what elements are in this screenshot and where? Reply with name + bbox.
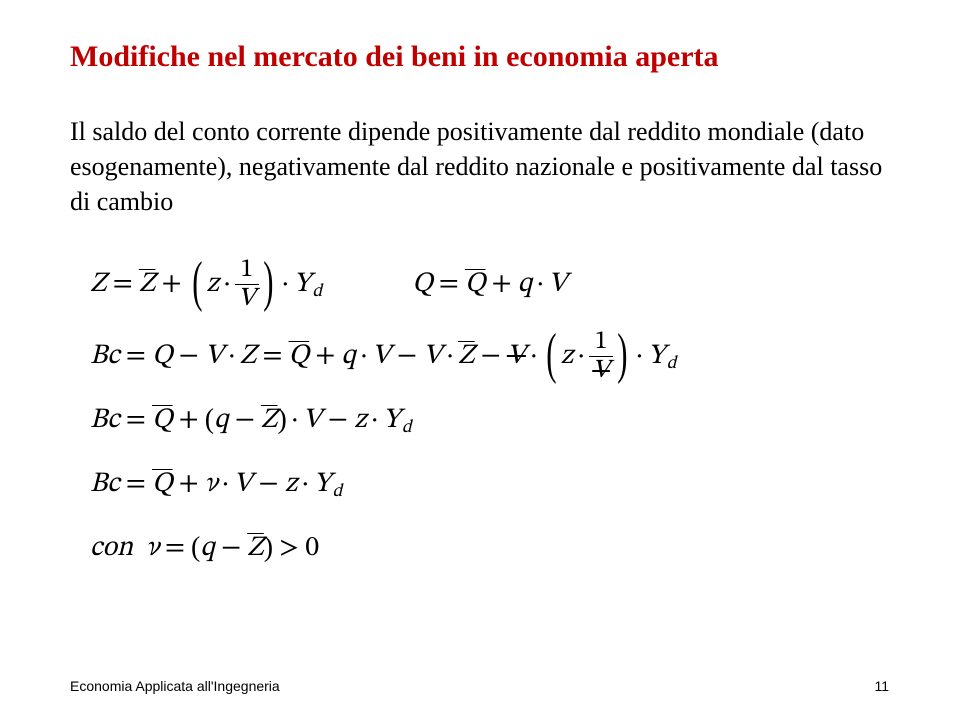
eq-Q: Q = Q + q · V [412, 255, 567, 313]
eq-Bc-simplified: Bc = Q + (q − Z) · V − z · Yd [90, 391, 889, 449]
math-block: Z = Z + ( z · 1 V ) · Yd Q = Q + q · V B… [90, 255, 889, 577]
math-row-1: Z = Z + ( z · 1 V ) · Yd Q = Q + q · V [90, 255, 889, 313]
eq-Bc-expanded: Bc = Q − V · Z = Q + q · V − V · Z − V ·… [90, 327, 889, 385]
footer-text: Economia Applicata all'Ingegneria [70, 678, 280, 694]
eq-Bc-nu: Bc = Q + ν · V − z · Yd [90, 455, 889, 513]
paragraph: Il saldo del conto corrente dipende posi… [70, 114, 889, 219]
eq-nu-def: con ν = (q − Z) > 0 [90, 519, 889, 577]
slide-title: Modifiche nel mercato dei beni in econom… [70, 40, 889, 74]
eq-Z: Z = Z + ( z · 1 V ) · Yd [90, 255, 322, 313]
page-number: 11 [874, 678, 889, 694]
